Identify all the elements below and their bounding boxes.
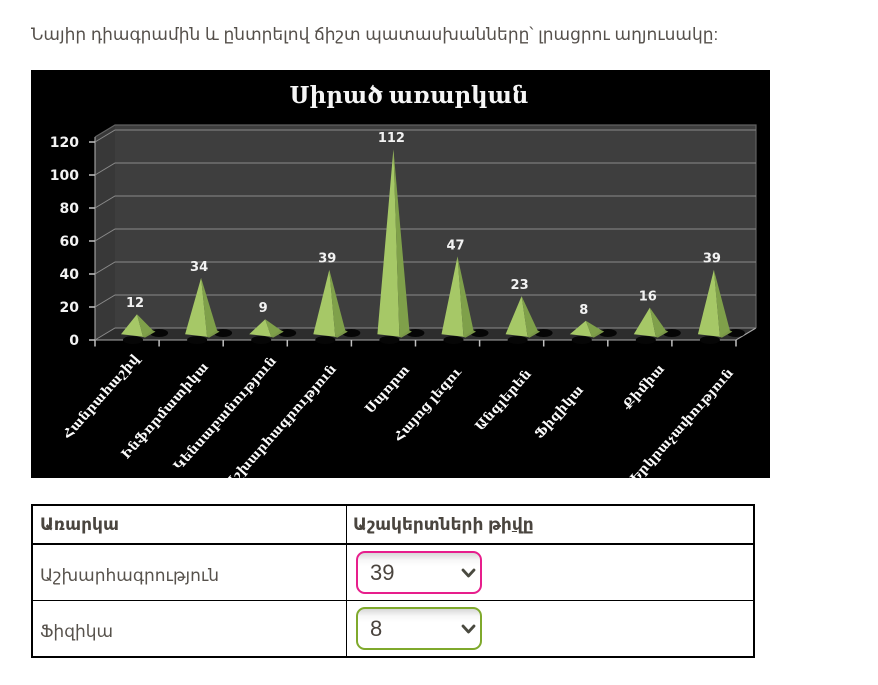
svg-text:20: 20 xyxy=(60,300,80,316)
svg-text:100: 100 xyxy=(50,168,79,184)
svg-text:112: 112 xyxy=(378,131,405,146)
svg-text:47: 47 xyxy=(446,238,464,253)
svg-text:12: 12 xyxy=(126,296,144,311)
svg-text:40: 40 xyxy=(60,267,80,283)
svg-text:39: 39 xyxy=(703,252,721,267)
svg-text:80: 80 xyxy=(60,201,80,217)
svg-text:120: 120 xyxy=(50,135,79,151)
svg-text:9: 9 xyxy=(259,301,268,316)
svg-text:60: 60 xyxy=(60,234,80,250)
svg-text:8: 8 xyxy=(579,303,588,318)
svg-text:Սիրած առարկան: Սիրած առարկան xyxy=(290,83,529,108)
svg-text:23: 23 xyxy=(511,278,529,293)
svg-text:39: 39 xyxy=(318,252,336,267)
svg-text:34: 34 xyxy=(190,260,208,275)
svg-text:16: 16 xyxy=(639,290,657,305)
svg-text:0: 0 xyxy=(69,333,79,349)
